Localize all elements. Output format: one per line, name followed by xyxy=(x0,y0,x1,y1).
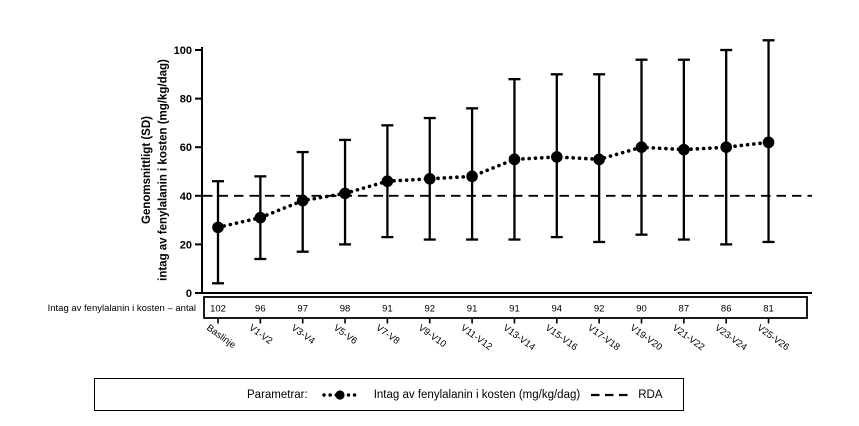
data-point xyxy=(254,211,267,224)
x-category-label: V19-V20 xyxy=(628,323,664,354)
count-value: 92 xyxy=(424,304,435,315)
y-tick-label: 60 xyxy=(180,142,192,154)
x-category-label: V15-V16 xyxy=(543,323,579,354)
y-tick-label: 0 xyxy=(186,288,192,300)
rda-dash-icon xyxy=(591,393,630,396)
y-tick-label: 40 xyxy=(180,191,192,203)
data-point xyxy=(466,170,478,183)
y-tick-label: 100 xyxy=(174,45,192,57)
data-point xyxy=(635,141,648,153)
data-point xyxy=(593,153,605,166)
count-value: 97 xyxy=(297,304,308,315)
count-value: 81 xyxy=(763,304,774,315)
y-axis-label-line2: intag av fenylalanin i kosten (mg/kg/dag… xyxy=(158,59,170,281)
count-value: 90 xyxy=(636,304,647,315)
y-tick-label: 80 xyxy=(180,94,192,106)
count-value: 94 xyxy=(552,304,563,315)
x-category-label: V23-V24 xyxy=(712,323,748,354)
count-value: 91 xyxy=(382,304,393,315)
data-point xyxy=(551,151,563,163)
legend-rda-label: RDA xyxy=(638,388,663,401)
x-category-label: V21-V22 xyxy=(670,323,706,354)
series-marker-icon xyxy=(322,389,358,400)
x-category-label: V1-V2 xyxy=(247,323,275,347)
data-point xyxy=(296,194,309,207)
data-point xyxy=(212,221,224,234)
x-category-label: V17-V18 xyxy=(585,323,621,354)
legend-prefix-label: Parametrar: xyxy=(247,388,308,401)
x-category-label: V3-V4 xyxy=(289,323,317,347)
data-point xyxy=(381,175,394,188)
count-value: 91 xyxy=(467,304,478,315)
count-value: 96 xyxy=(255,304,266,315)
data-point xyxy=(339,187,351,200)
x-category-label: V25-V26 xyxy=(755,323,791,354)
x-category-label: V5-V6 xyxy=(331,323,359,347)
data-point xyxy=(762,136,775,149)
counts-row-label: Intag av fenylalanin i kosten – antal xyxy=(48,303,196,314)
x-category-label: V7-V8 xyxy=(374,323,402,347)
y-tick-label: 20 xyxy=(180,239,192,251)
y-axis-label-line1: Genomsnittligt (SD) xyxy=(141,116,153,224)
count-value: 86 xyxy=(721,304,732,315)
x-category-label: V9-V10 xyxy=(416,323,448,351)
count-value: 87 xyxy=(679,304,690,315)
x-category-label: Baslinje xyxy=(204,323,237,351)
data-point xyxy=(423,172,436,185)
legend: Parametrar: Intag av fenylalanin i koste… xyxy=(94,378,684,411)
data-point xyxy=(678,143,690,156)
counts-table-box xyxy=(203,296,808,319)
x-category-label: V11-V12 xyxy=(458,323,494,353)
data-point xyxy=(508,153,521,166)
x-category-label: V13-V14 xyxy=(501,323,537,354)
legend-series-label: Intag av fenylalanin i kosten (mg/kg/dag… xyxy=(373,388,581,401)
phe-intake-chart: Genomsnittligt (SD) intag av fenylalanin… xyxy=(48,39,812,354)
count-value: 91 xyxy=(509,304,520,315)
count-value: 102 xyxy=(210,304,226,315)
series-dotted-line xyxy=(216,140,771,230)
count-value: 98 xyxy=(340,304,351,315)
data-point xyxy=(720,141,732,153)
count-value: 92 xyxy=(594,304,605,315)
